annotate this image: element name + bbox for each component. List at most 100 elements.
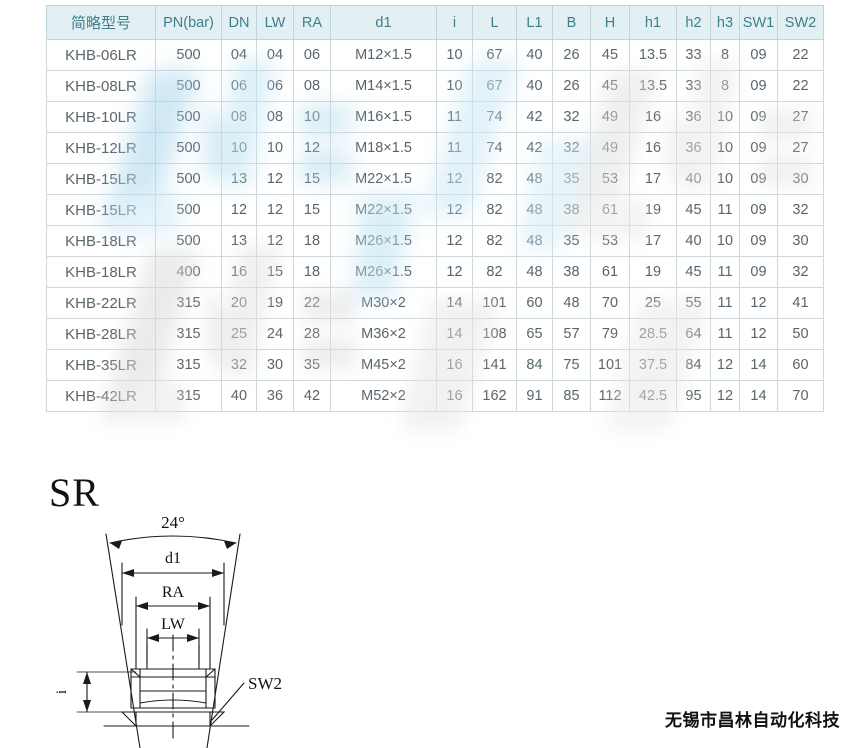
- cell-model: KHB-15LR: [46, 163, 156, 195]
- cell-SW1: 09: [739, 132, 778, 164]
- cell-L: 82: [472, 194, 517, 226]
- cell-L: 82: [472, 163, 517, 195]
- angle-label: 24°: [161, 513, 185, 532]
- cell-LW: 36: [256, 380, 294, 412]
- column-header-13: h3: [710, 5, 740, 40]
- cell-h3: 11: [710, 287, 740, 319]
- cell-L: 162: [472, 380, 517, 412]
- cell-L: 82: [472, 256, 517, 288]
- cell-h1: 19: [629, 256, 677, 288]
- cell-h1: 42.5: [629, 380, 677, 412]
- cell-DN: 20: [221, 287, 257, 319]
- cell-i: 10: [436, 39, 473, 71]
- cell-RA: 18: [293, 225, 331, 257]
- cell-h2: 36: [676, 132, 711, 164]
- cell-h1: 13.5: [629, 39, 677, 71]
- cell-model: KHB-08LR: [46, 70, 156, 102]
- cell-B: 26: [552, 70, 591, 102]
- cell-PNbar: 500: [155, 194, 222, 226]
- cell-RA: 35: [293, 349, 331, 381]
- d1-label: d1: [165, 550, 181, 567]
- cell-H: 112: [590, 380, 630, 412]
- cell-h2: 33: [676, 70, 711, 102]
- cell-SW1: 09: [739, 163, 778, 195]
- cell-h2: 33: [676, 39, 711, 71]
- cell-i: 16: [436, 349, 473, 381]
- cell-h1: 16: [629, 101, 677, 133]
- cell-SW2: 32: [777, 194, 824, 226]
- table-row: KHB-10LR 500 08 08 10 M16×1.5 11 74 42 32 49 16 36 10…: [46, 101, 824, 133]
- column-header-5: d1: [330, 5, 437, 40]
- cell-h1: 25: [629, 287, 677, 319]
- cell-h2: 84: [676, 349, 711, 381]
- cell-LW: 08: [256, 101, 294, 133]
- cell-DN: 13: [221, 163, 257, 195]
- cell-h3: 11: [710, 194, 740, 226]
- cell-SW2: 32: [777, 256, 824, 288]
- cell-d1: M16×1.5: [330, 101, 437, 133]
- cell-h3: 10: [710, 163, 740, 195]
- i-arrow-top: [83, 672, 91, 684]
- lw-label: LW: [161, 616, 186, 633]
- cell-H: 49: [590, 101, 630, 133]
- cell-h2: 95: [676, 380, 711, 412]
- cell-model: KHB-35LR: [46, 349, 156, 381]
- cell-RA: 15: [293, 194, 331, 226]
- cell-L1: 48: [516, 256, 553, 288]
- cell-i: 12: [436, 256, 473, 288]
- cell-B: 32: [552, 101, 591, 133]
- cell-SW1: 14: [739, 349, 778, 381]
- cell-B: 32: [552, 132, 591, 164]
- ra-label: RA: [162, 584, 185, 601]
- cell-H: 101: [590, 349, 630, 381]
- cell-h3: 8: [710, 39, 740, 71]
- cell-model: KHB-15LR: [46, 194, 156, 226]
- cell-h3: 11: [710, 318, 740, 350]
- cell-SW1: 09: [739, 256, 778, 288]
- cell-H: 61: [590, 256, 630, 288]
- table-row: KHB-28LR 315 25 24 28 M36×2 14 108 65 57 79 28.5 64 1…: [46, 318, 824, 350]
- cell-DN: 12: [221, 194, 257, 226]
- table-row: KHB-08LR 500 06 06 08 M14×1.5 10 67 40 26 45 13.5 33…: [46, 70, 824, 102]
- cell-LW: 30: [256, 349, 294, 381]
- cell-SW2: 70: [777, 380, 824, 412]
- cell-L1: 40: [516, 39, 553, 71]
- column-header-3: LW: [256, 5, 294, 40]
- cell-h1: 37.5: [629, 349, 677, 381]
- cell-DN: 04: [221, 39, 257, 71]
- column-header-0: 简略型号: [46, 5, 156, 40]
- cell-model: KHB-22LR: [46, 287, 156, 319]
- cell-L1: 48: [516, 194, 553, 226]
- cell-DN: 25: [221, 318, 257, 350]
- cell-B: 75: [552, 349, 591, 381]
- cell-h3: 8: [710, 70, 740, 102]
- column-header-10: H: [590, 5, 630, 40]
- cell-h1: 28.5: [629, 318, 677, 350]
- i-arrow-bottom: [83, 700, 91, 712]
- cell-LW: 12: [256, 163, 294, 195]
- cell-h3: 12: [710, 349, 740, 381]
- cell-L: 141: [472, 349, 517, 381]
- cell-L: 67: [472, 70, 517, 102]
- hex-body-bevel-right: [205, 668, 216, 678]
- cell-i: 12: [436, 225, 473, 257]
- cell-DN: 40: [221, 380, 257, 412]
- cell-SW2: 22: [777, 70, 824, 102]
- cell-LW: 12: [256, 225, 294, 257]
- cell-h3: 11: [710, 256, 740, 288]
- cell-SW1: 09: [739, 194, 778, 226]
- column-header-4: RA: [293, 5, 331, 40]
- cell-i: 10: [436, 70, 473, 102]
- cell-model: KHB-12LR: [46, 132, 156, 164]
- cell-H: 45: [590, 39, 630, 71]
- table-row: KHB-18LR 500 13 12 18 M26×1.5 12 82 48 35 53 17 40 10…: [46, 225, 824, 257]
- cell-RA: 06: [293, 39, 331, 71]
- cell-model: KHB-42LR: [46, 380, 156, 412]
- column-header-14: SW1: [739, 5, 778, 40]
- cell-SW1: 12: [739, 318, 778, 350]
- table-body: KHB-06LR 500 04 04 06 M12×1.5 10 67 40 26 45 13.5 33…: [46, 39, 824, 412]
- cell-LW: 12: [256, 194, 294, 226]
